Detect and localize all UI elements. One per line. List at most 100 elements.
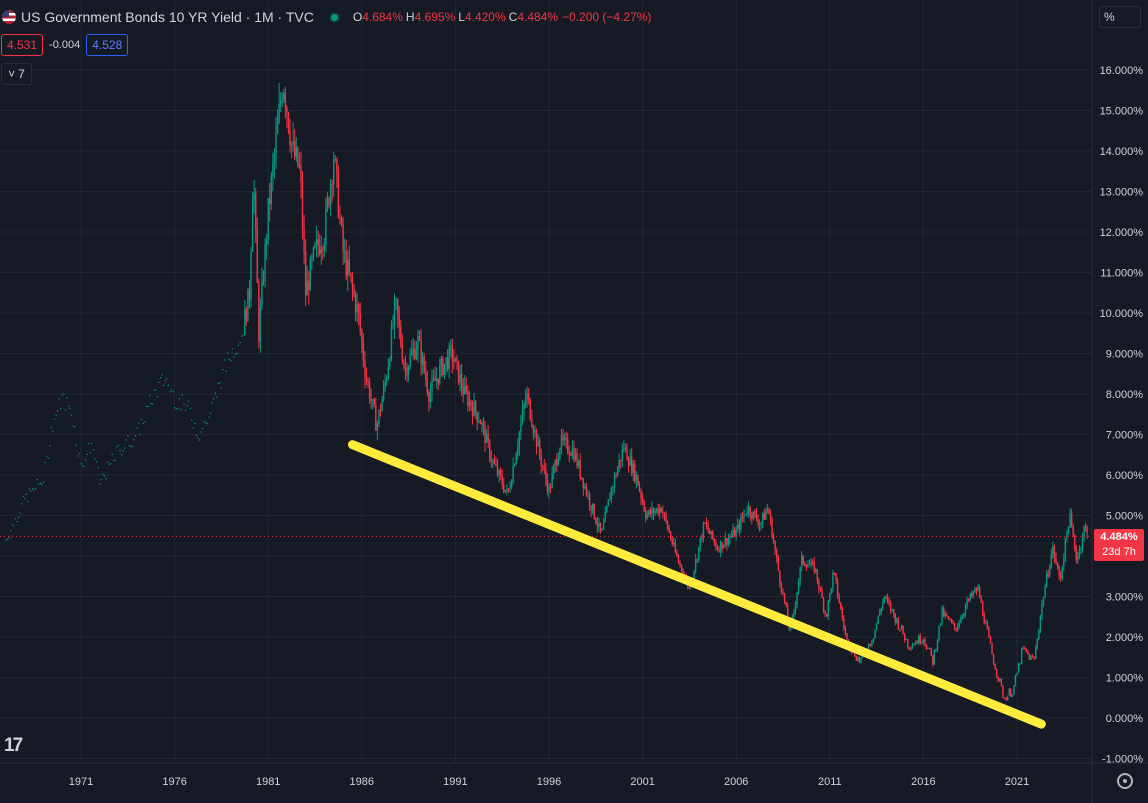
price-point (174, 407, 176, 409)
down-candle-body (910, 648, 912, 650)
close-value: 4.484% (517, 10, 559, 24)
up-candle-body (624, 447, 627, 449)
down-candle-body (726, 538, 728, 545)
down-candle-body (248, 288, 251, 300)
down-candle-body (456, 357, 458, 361)
price-point (128, 445, 130, 447)
down-candle-body (713, 538, 716, 543)
up-candle-body (506, 488, 508, 491)
price-point (194, 422, 196, 424)
support-trendline[interactable] (347, 440, 1046, 729)
price-point (91, 442, 93, 444)
up-candle-body (591, 503, 594, 511)
up-candle-body (464, 385, 466, 394)
up-candle-body (621, 448, 624, 461)
down-candle-body (542, 465, 544, 468)
up-candle-body (378, 410, 380, 424)
price-point (170, 389, 173, 391)
up-candle-body (730, 535, 733, 538)
sell-button[interactable]: 4.531 (1, 34, 44, 56)
down-candle-body (284, 92, 287, 108)
price-point (208, 416, 210, 418)
up-candle-body (314, 243, 316, 248)
up-candle-body (334, 158, 336, 160)
down-candle-body (946, 613, 948, 617)
price-point (158, 381, 160, 384)
up-candle-body (807, 565, 809, 568)
price-point (197, 437, 199, 439)
down-candle-body (630, 456, 633, 474)
price-axis[interactable]: 16.000% 15.000% 14.000% 13.000% 12.000% 11.00… (1100, 65, 1144, 766)
up-candle-body (655, 508, 658, 511)
down-candle-body (846, 633, 848, 640)
price-unit-selector[interactable]: % (1099, 6, 1141, 28)
down-candle-body (414, 348, 416, 359)
up-candle-body (253, 192, 255, 202)
down-candle-body (262, 280, 265, 282)
down-candle-body (556, 460, 558, 466)
symbol-legend[interactable]: US Government Bonds 10 YR Yield · 1M · T… (0, 5, 651, 29)
up-candle-body (758, 524, 761, 526)
indicators-toggle-button[interactable]: ˅ 7 (1, 63, 32, 85)
down-candle-body (676, 552, 678, 557)
down-candle-body (428, 392, 430, 402)
down-candle-body (462, 387, 464, 394)
down-candle-body (1005, 697, 1007, 701)
up-candle-body (409, 354, 411, 367)
tradingview-logo-icon[interactable]: 17 (4, 735, 23, 756)
down-candle-body (869, 643, 872, 646)
up-candle-body (1035, 647, 1037, 659)
up-candle-body (1066, 532, 1068, 539)
y-tick-label: 5.000% (1106, 511, 1144, 523)
down-candle-body (696, 559, 698, 561)
price-point (149, 394, 151, 397)
down-candle-body (340, 217, 343, 224)
down-candle-body (986, 622, 989, 629)
up-candle-body (629, 456, 631, 466)
symbol-title[interactable]: US Government Bonds 10 YR Yield · 1M · T… (21, 9, 314, 25)
up-candle-body (518, 432, 521, 447)
down-candle-body (802, 555, 804, 564)
open-value: 4.684% (362, 10, 403, 24)
down-candle-body (1003, 697, 1006, 699)
down-candle-body (822, 597, 825, 612)
down-candle-body (353, 288, 355, 295)
up-candle-body (927, 648, 929, 650)
buy-button[interactable]: 4.528 (86, 34, 129, 56)
down-candle-body (303, 229, 305, 253)
gear-icon[interactable] (1117, 773, 1133, 789)
down-candle-body (741, 517, 744, 519)
down-candle-body (453, 360, 455, 362)
down-candle-body (907, 639, 909, 648)
down-candle-body (947, 616, 950, 620)
up-candle-body (1080, 547, 1082, 549)
down-candle-body (576, 453, 578, 466)
time-axis[interactable]: 1971 1976 1981 1986 1991 1996 2001 2006 2011 2016… (69, 776, 1029, 788)
down-candle-body (835, 573, 837, 581)
up-candle-body (520, 422, 522, 433)
price-point (94, 458, 96, 460)
up-candle-body (623, 448, 625, 450)
down-candle-body (645, 510, 647, 518)
price-point (100, 479, 102, 481)
down-candle-body (783, 592, 786, 603)
down-candle-body (804, 563, 806, 566)
down-candle-body (442, 358, 444, 376)
price-point (28, 488, 31, 490)
y-tick-label: 3.000% (1106, 592, 1144, 604)
up-candle-body (515, 454, 517, 465)
up-candle-body (871, 641, 873, 646)
up-candle-body (829, 592, 831, 601)
price-point (167, 384, 169, 386)
price-point (89, 452, 91, 454)
down-candle-body (996, 669, 998, 677)
price-point (42, 481, 45, 483)
up-candle-body (272, 163, 274, 176)
down-candle-body (446, 357, 449, 370)
price-point (161, 374, 163, 376)
up-candle-body (526, 393, 528, 400)
price-point (220, 387, 222, 389)
up-candle-body (557, 458, 560, 466)
down-candle-body (401, 345, 404, 362)
